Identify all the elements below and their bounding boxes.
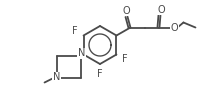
Text: F: F [97, 69, 102, 79]
Text: F: F [72, 25, 77, 35]
Text: N: N [53, 73, 60, 83]
Text: O: O [122, 5, 130, 15]
Text: O: O [170, 23, 177, 33]
Text: F: F [122, 54, 127, 64]
Text: N: N [78, 49, 85, 59]
Text: O: O [157, 5, 164, 15]
